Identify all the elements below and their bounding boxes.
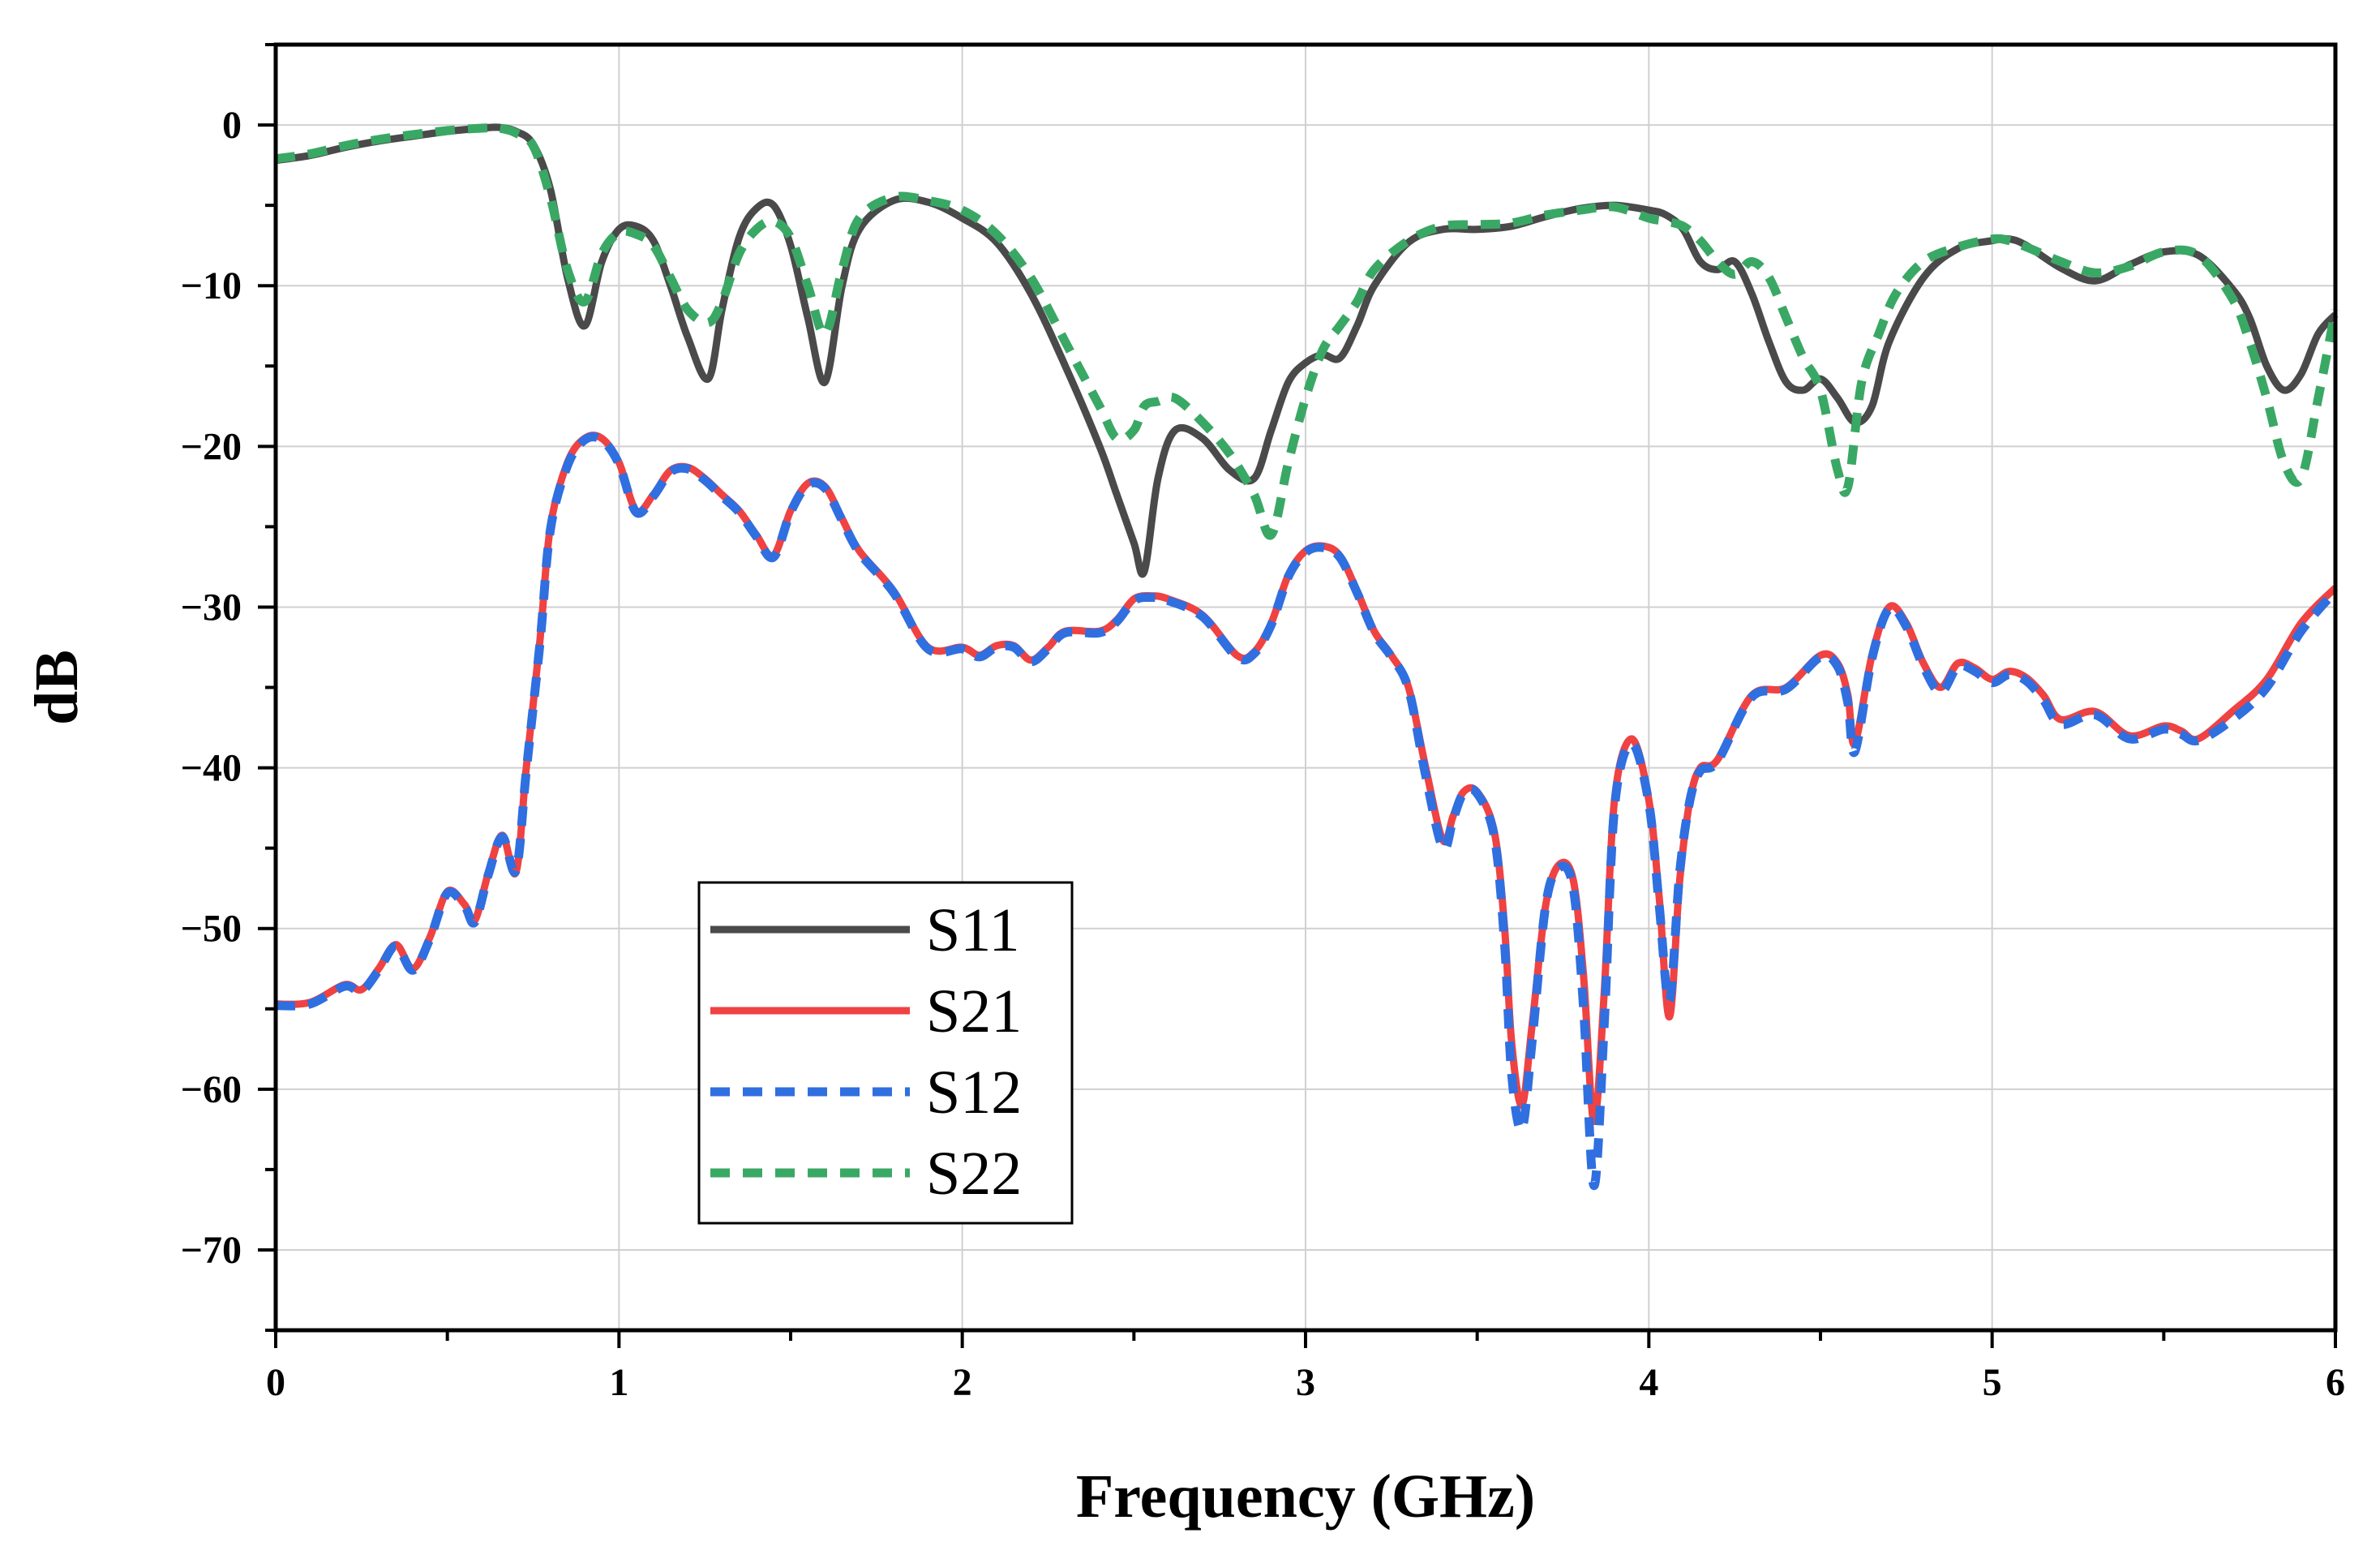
x-tick-label: 2 — [953, 1361, 972, 1404]
x-tick-label: 6 — [2326, 1361, 2345, 1404]
y-tick-label: 0 — [222, 104, 242, 147]
series-line-s22 — [275, 122, 2340, 540]
series-line-s11 — [275, 123, 2339, 578]
y-tick-label: −10 — [181, 264, 242, 307]
legend-label-s11: S11 — [926, 896, 1019, 964]
x-tick-label: 5 — [1983, 1361, 2002, 1404]
legend-label-s22: S22 — [926, 1140, 1022, 1208]
tick-layer — [258, 43, 2337, 1348]
grid-layer — [276, 45, 2335, 1330]
y-tick-label: −20 — [181, 425, 242, 468]
y-tick-label: −70 — [181, 1229, 242, 1272]
x-axis-title: Frequency (GHz) — [1076, 1462, 1535, 1531]
y-tick-label: −50 — [181, 908, 242, 951]
legend-box — [697, 881, 1074, 1225]
y-tick-label: −30 — [181, 586, 242, 629]
x-tick-label: 4 — [1639, 1361, 1658, 1404]
x-tick-label: 3 — [1296, 1361, 1315, 1404]
x-tick-label: 1 — [609, 1361, 628, 1404]
x-tick-label: 0 — [266, 1361, 285, 1404]
legend-label-s12: S12 — [926, 1059, 1022, 1127]
y-axis-title: dB — [23, 650, 91, 725]
y-tick-label: −40 — [181, 747, 242, 790]
y-tick-label: −60 — [181, 1068, 242, 1111]
series-layer — [275, 122, 2340, 1191]
tick-label-layer: 0 1 2 3 4 5 6 0 −10 −20 −30 −40 −50 −60 −70 — [181, 104, 2345, 1404]
legend-label-s21: S21 — [926, 977, 1022, 1046]
legend: S11 S21 S12 S22 — [697, 881, 1074, 1225]
